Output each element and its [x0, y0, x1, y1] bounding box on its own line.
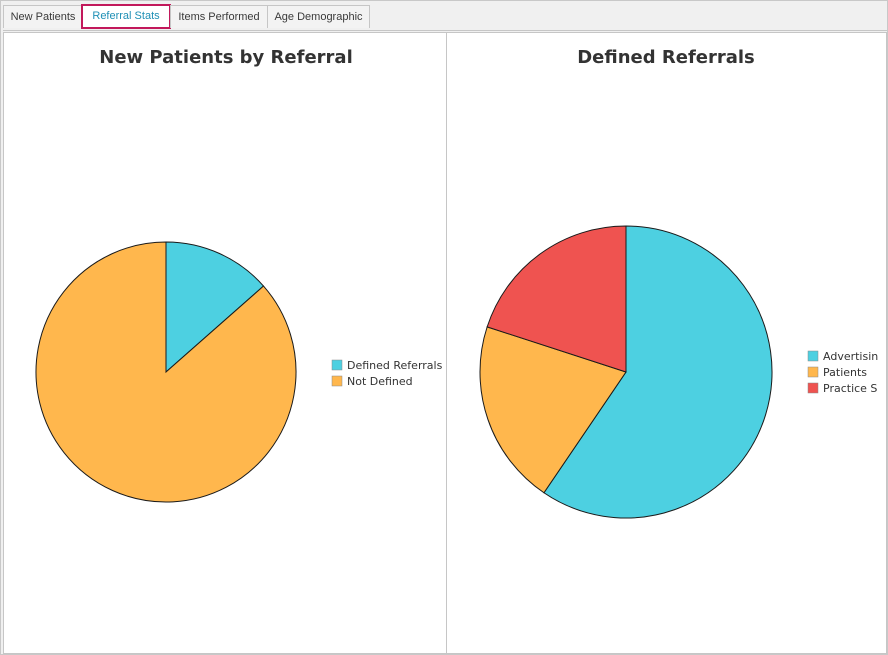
- legend-label-advertisin: Advertisin: [823, 350, 878, 363]
- legend-label-not-defined: Not Defined: [347, 375, 413, 388]
- pie-slice-patients[interactable]: [479, 326, 627, 494]
- legend-label-defined-referrals: Defined Referrals: [347, 359, 443, 372]
- legend-swatch-advertisin: [807, 350, 819, 362]
- chart-panel-left: New Patients by Referral Defined Referral…: [3, 32, 447, 654]
- legend-label-patients: Patients: [823, 366, 867, 379]
- pie-slice-advertisin[interactable]: [543, 225, 773, 519]
- pie-chart-new-patients-by-referral: New Patients by Referral Defined Referral…: [35, 47, 443, 503]
- chart-title: New Patients by Referral: [99, 47, 352, 68]
- pie-chart-defined-referrals: Defined Referrals Advertisin Patients Pract…: [479, 47, 878, 519]
- tab-age-demographic[interactable]: Age Demographic: [267, 5, 370, 28]
- panels-area: New Patients by Referral Defined Referral…: [3, 30, 887, 655]
- tab-bar: New Patients Referral Stats Items Perfor…: [2, 4, 886, 30]
- legend-label-practice-s: Practice S: [823, 382, 877, 395]
- legend-swatch-defined-referrals: [331, 359, 343, 371]
- tab-referral-stats[interactable]: Referral Stats: [81, 4, 171, 29]
- tab-items-performed[interactable]: Items Performed: [170, 5, 268, 28]
- chart-title: Defined Referrals: [577, 47, 755, 68]
- legend-swatch-patients: [807, 366, 819, 378]
- chart-panel-right: Defined Referrals Advertisin Patients Pract…: [446, 32, 887, 654]
- pie-slice-not-defined[interactable]: [35, 241, 297, 503]
- legend-swatch-practice-s: [807, 382, 819, 394]
- legend-swatch-not-defined: [331, 375, 343, 387]
- pie-slice-defined-referrals[interactable]: [165, 241, 265, 374]
- tab-new-patients[interactable]: New Patients: [3, 5, 83, 28]
- pie-slice-practice-s[interactable]: [486, 225, 627, 373]
